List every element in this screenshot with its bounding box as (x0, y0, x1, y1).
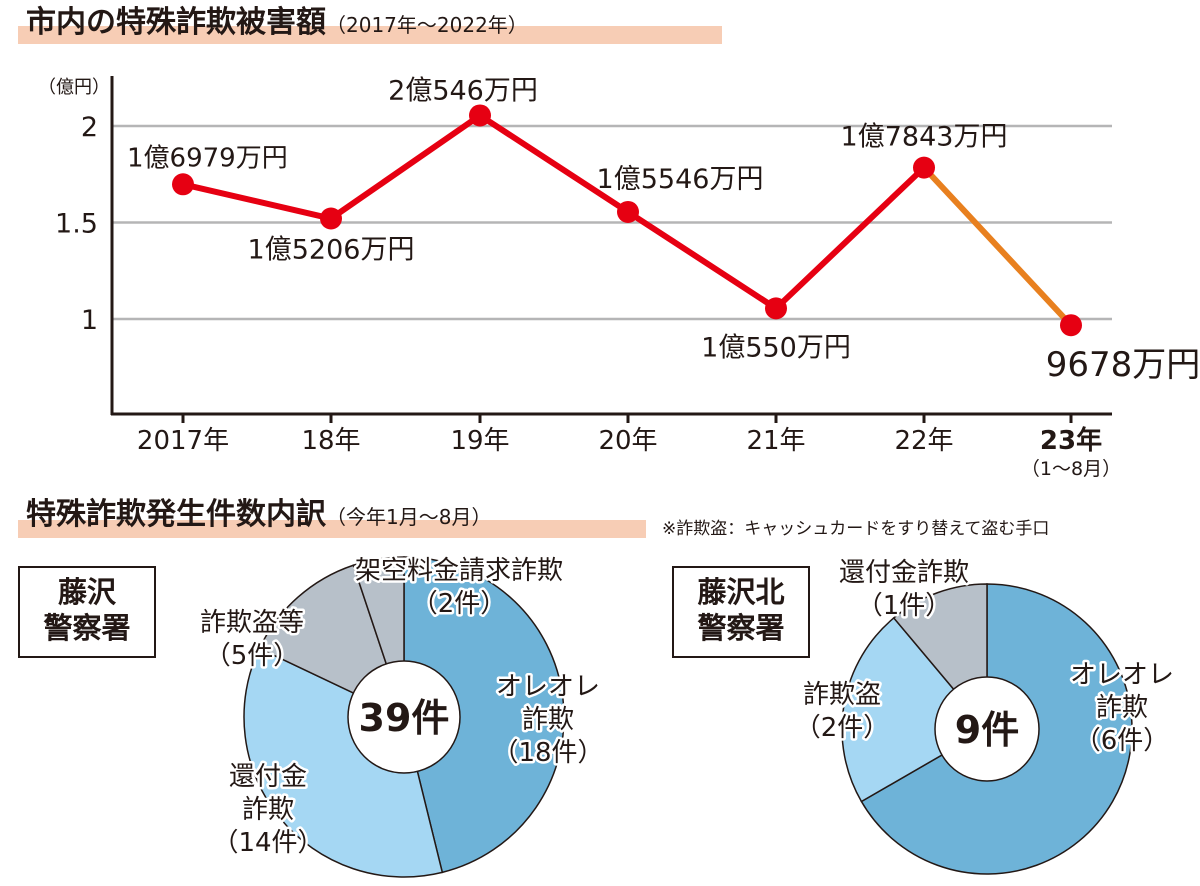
series-line-segment (625, 208, 779, 312)
x-tick-sublabel: （1〜8月） (1021, 458, 1121, 480)
data-point (1060, 314, 1082, 337)
police-box-line: 警察署 (43, 611, 131, 645)
slice-label: 詐欺 (1096, 693, 1148, 723)
slice-label: オレオレ (1070, 660, 1174, 690)
police-box-fujisawa: 藤沢 警察署 (18, 566, 156, 658)
slice-label: （1件） (857, 591, 952, 621)
line-chart-title-sub: （2017年〜2022年） (326, 13, 528, 37)
title-highlight (18, 26, 722, 44)
pie-slice (841, 616, 989, 803)
slice-label: 詐欺 (242, 795, 294, 825)
slice-label: 還付金 (229, 762, 307, 792)
slice-label: （2件） (795, 713, 890, 743)
pie-total-label: 39件 (359, 696, 450, 740)
slice-label: （14件） (212, 828, 323, 858)
series-line-segment (180, 181, 334, 222)
slice-label: （18件） (492, 738, 603, 768)
police-box-fujisawa-kita: 藤沢北 警察署 (672, 566, 810, 658)
data-label: 1億6979万円 (127, 143, 288, 173)
line-chart-title: 市内の特殊詐欺被害額（2017年〜2022年） (26, 8, 528, 38)
pie-section-title-sub: （今年1月〜8月） (326, 505, 492, 529)
slice-label: 還付金詐欺 (839, 558, 969, 588)
police-box-line: 藤沢 (57, 575, 116, 609)
pie-section-title: 特殊詐欺発生件数内訳（今年1月〜8月） (26, 500, 491, 530)
x-tick-label: 20年 (598, 426, 657, 456)
y-tick-label: 2 (81, 112, 98, 143)
slice-label: 詐欺盗 (803, 680, 881, 710)
y-tick-label: 1 (81, 305, 98, 336)
pie-slice (403, 556, 565, 874)
data-label: 1億7843万円 (841, 122, 1008, 153)
footnote: ※詐欺盗：キャッシュカードをすり替えて盗む手口 (662, 519, 1050, 539)
slice-label: 詐欺 (522, 705, 574, 735)
data-point (172, 173, 194, 196)
data-point (320, 207, 342, 230)
slice-label: オレオレ (496, 672, 600, 702)
x-tick-label: 22年 (894, 426, 953, 456)
series-line-segment (773, 164, 927, 312)
data-label: 1億5546万円 (597, 164, 764, 195)
x-tick-label: 23年 (1040, 425, 1102, 456)
series-line-segment (921, 164, 1074, 329)
pie-total-label: 9件 (955, 708, 1019, 752)
slice-label: 詐欺盗等 (200, 608, 304, 638)
slice-label: 架空料金請求詐欺 (355, 556, 563, 586)
slice-label: （6件） (1075, 726, 1170, 756)
police-box-line: 警察署 (697, 611, 785, 645)
pie-center (347, 660, 461, 774)
pie-slice (243, 647, 444, 878)
x-tick-label: 18年 (301, 426, 360, 456)
data-label: 2億546万円 (388, 75, 538, 106)
data-point (617, 200, 639, 223)
police-box-line: 藤沢北 (697, 575, 785, 609)
x-tick-label: 2017年 (137, 426, 229, 456)
y-tick-label: 1.5 (55, 209, 98, 240)
data-label: 1億550万円 (701, 332, 851, 363)
y-axis-label: （億円） (38, 77, 110, 98)
series-line-segment (477, 112, 631, 215)
data-point (913, 156, 935, 179)
series-line-segment (328, 112, 483, 222)
data-label: 9678万円 (1046, 345, 1200, 385)
data-point (765, 297, 787, 320)
slice-label: （2件） (412, 589, 507, 619)
title-highlight (18, 520, 646, 538)
line-chart: 1 1.5 2 （億円） 2017年 18年 19年 20年 21年 22年 23年（1〜8月） 1億… (38, 75, 1200, 480)
line-chart-title-main: 市内の特殊詐欺被害額 (26, 5, 326, 40)
pie-section-title-main: 特殊詐欺発生件数内訳 (26, 497, 326, 532)
x-tick-label: 21年 (746, 426, 805, 456)
data-label: 1億5206万円 (248, 235, 415, 266)
data-point (469, 104, 491, 127)
pie-center (934, 676, 1040, 782)
x-tick-label: 19年 (450, 426, 509, 456)
slice-label: （5件） (205, 641, 300, 671)
